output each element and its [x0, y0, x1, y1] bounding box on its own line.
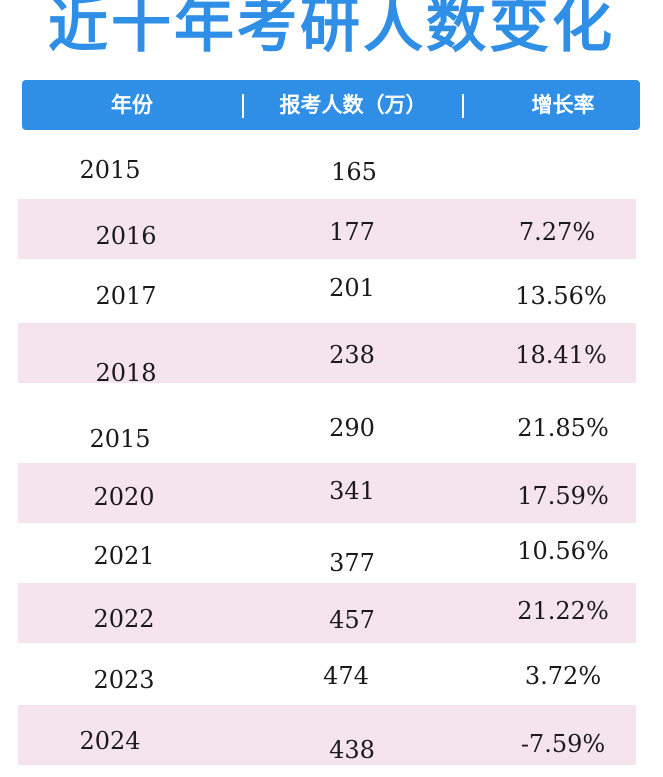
rate-cell: 18.41%	[515, 341, 607, 369]
header-separator	[462, 94, 464, 118]
row-stripe	[18, 323, 636, 383]
row-stripe	[18, 463, 636, 523]
header-count: 报考人数（万）	[279, 93, 427, 117]
count-cell: 377	[329, 549, 375, 577]
count-cell: 457	[329, 606, 375, 634]
count-cell: 201	[329, 274, 375, 302]
count-cell: 290	[329, 414, 375, 442]
rate-cell: 17.59%	[517, 482, 609, 510]
year-cell: 2017	[95, 282, 157, 310]
rate-cell: 3.72%	[524, 662, 602, 690]
row-stripe	[18, 583, 636, 643]
rate-cell: 21.85%	[517, 414, 609, 442]
count-cell: 438	[329, 736, 375, 764]
rate-cell: 13.56%	[515, 282, 607, 310]
year-cell: 2016	[95, 222, 157, 250]
year-cell: 2021	[93, 542, 155, 570]
year-cell: 2023	[93, 666, 155, 694]
row-stripe	[18, 199, 636, 259]
count-cell: 177	[329, 218, 375, 246]
year-cell: 2018	[95, 359, 157, 387]
count-cell: 165	[331, 158, 377, 186]
rate-cell: 21.22%	[517, 597, 609, 625]
row-stripe	[18, 705, 636, 765]
count-cell: 474	[323, 662, 369, 690]
header-separator	[242, 94, 244, 118]
count-cell: 341	[329, 477, 375, 505]
year-cell: 2022	[93, 605, 155, 633]
year-cell: 2020	[93, 483, 155, 511]
table-header: 年份 报考人数（万） 增长率	[22, 80, 640, 130]
rate-cell: 10.56%	[517, 537, 609, 565]
year-cell: 2024	[79, 727, 141, 755]
year-cell: 2015	[89, 425, 151, 453]
year-cell: 2015	[79, 156, 141, 184]
count-cell: 238	[329, 341, 375, 369]
rate-cell: 7.27%	[518, 218, 596, 246]
header-rate: 增长率	[531, 93, 595, 117]
chart-title: 近十年考研人数变化	[48, 0, 615, 61]
header-year: 年份	[111, 93, 153, 117]
rate-cell: -7.59%	[520, 730, 606, 758]
